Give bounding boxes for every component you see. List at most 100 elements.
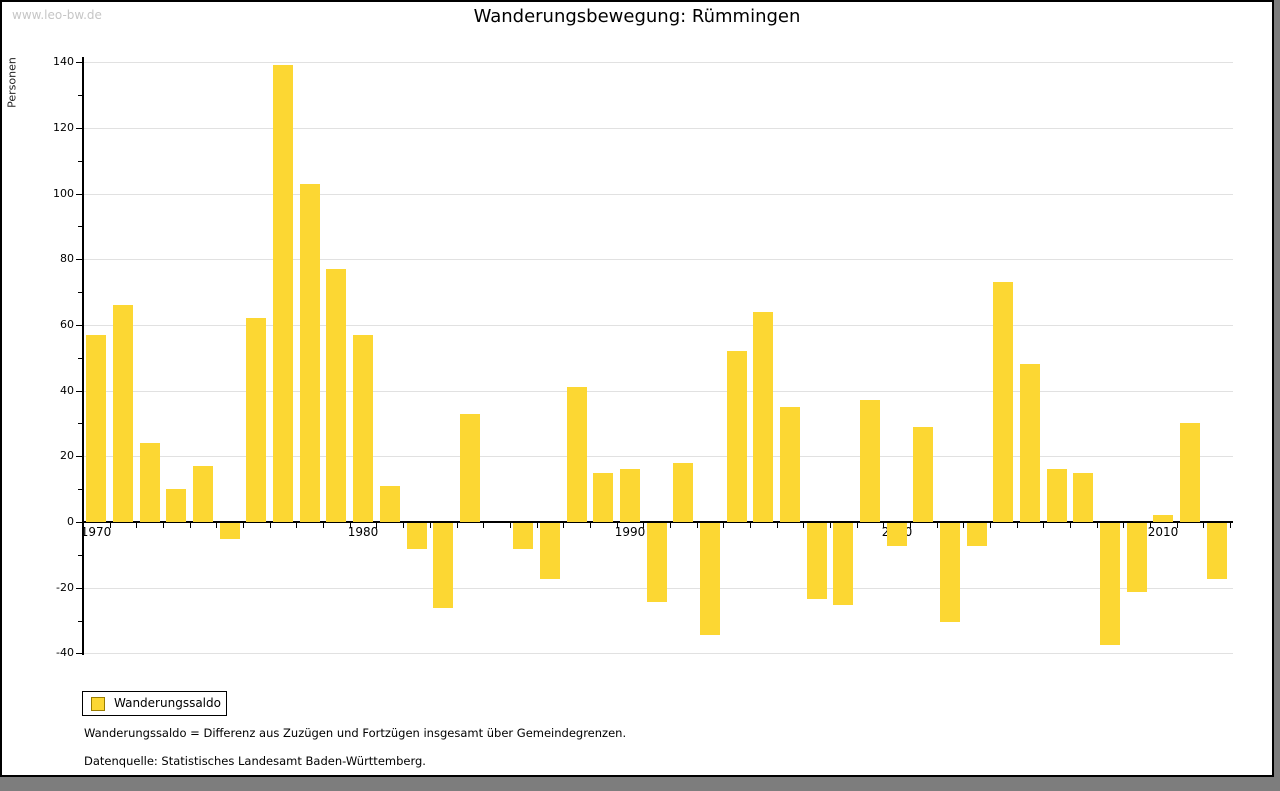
y-tick-label-80: 80 bbox=[60, 252, 74, 265]
x-tick bbox=[350, 522, 351, 528]
y-tick-label-20: 20 bbox=[60, 449, 74, 462]
bar-2006 bbox=[1047, 469, 1067, 522]
bar-1977 bbox=[273, 65, 293, 522]
legend-swatch bbox=[91, 697, 105, 711]
bar-1976 bbox=[246, 318, 266, 522]
y-tick-label-100: 100 bbox=[53, 187, 74, 200]
x-tick bbox=[163, 522, 164, 528]
x-tick bbox=[537, 522, 538, 528]
bar-1973 bbox=[166, 489, 186, 522]
y-tick-label--40: -40 bbox=[56, 646, 74, 659]
x-tick bbox=[483, 522, 484, 528]
gridline-y-60 bbox=[83, 325, 1233, 326]
chart-title: Wanderungsbewegung: Rümmingen bbox=[473, 6, 801, 27]
bar-1987 bbox=[540, 523, 560, 579]
watermark: www.leo-bw.de bbox=[12, 8, 102, 22]
x-tick bbox=[190, 522, 191, 528]
bar-1979 bbox=[326, 269, 346, 522]
x-tick bbox=[590, 522, 591, 528]
bar-1978 bbox=[300, 184, 320, 522]
y-axis-line bbox=[82, 57, 84, 655]
x-tick-label-2010: 2010 bbox=[1147, 525, 1179, 539]
x-tick bbox=[136, 522, 137, 528]
y-minor-tick--30 bbox=[78, 621, 83, 622]
x-tick bbox=[1203, 522, 1204, 528]
bar-2008 bbox=[1100, 523, 1120, 645]
x-tick bbox=[750, 522, 751, 528]
bar-2000 bbox=[887, 523, 907, 546]
x-tick bbox=[643, 522, 644, 528]
y-tick--40 bbox=[76, 653, 83, 654]
x-tick bbox=[1230, 522, 1231, 528]
gridline-y--40 bbox=[83, 653, 1233, 654]
legend-box: Wanderungssaldo bbox=[82, 691, 227, 716]
y-tick-label-40: 40 bbox=[60, 384, 74, 397]
y-minor-tick-50 bbox=[78, 358, 83, 359]
gridline-y-120 bbox=[83, 128, 1233, 129]
x-tick-label-1980: 1980 bbox=[347, 525, 379, 539]
bar-1997 bbox=[807, 523, 827, 599]
y-tick--20 bbox=[76, 588, 83, 589]
x-tick bbox=[803, 522, 804, 528]
bar-2007 bbox=[1073, 473, 1093, 522]
x-tick bbox=[216, 522, 217, 528]
bar-2004 bbox=[993, 282, 1013, 522]
x-tick bbox=[1070, 522, 1071, 528]
bar-2011 bbox=[1180, 423, 1200, 522]
x-tick bbox=[83, 522, 84, 528]
y-tick-120 bbox=[76, 128, 83, 129]
gridline-y-40 bbox=[83, 391, 1233, 392]
x-tick bbox=[937, 522, 938, 528]
y-minor-tick-30 bbox=[78, 423, 83, 424]
bar-1999 bbox=[860, 400, 880, 522]
y-tick-20 bbox=[76, 456, 83, 457]
chart-page: www.leo-bw.de Wanderungsbewegung: Rümmin… bbox=[0, 0, 1274, 777]
x-tick bbox=[243, 522, 244, 528]
bar-1993 bbox=[700, 523, 720, 635]
y-minor-tick-90 bbox=[78, 226, 83, 227]
x-tick bbox=[323, 522, 324, 528]
y-tick-40 bbox=[76, 391, 83, 392]
x-tick bbox=[110, 522, 111, 528]
x-tick bbox=[777, 522, 778, 528]
legend-label: Wanderungssaldo bbox=[114, 696, 221, 710]
y-minor-tick-130 bbox=[78, 95, 83, 96]
y-minor-tick-10 bbox=[78, 489, 83, 490]
chart-plot-area: 140120100806040200-20-401970198019902000… bbox=[2, 2, 1272, 775]
y-tick-80 bbox=[76, 259, 83, 260]
x-tick bbox=[1043, 522, 1044, 528]
x-tick bbox=[1123, 522, 1124, 528]
bar-1983 bbox=[433, 523, 453, 608]
bar-1991 bbox=[647, 523, 667, 602]
bar-2005 bbox=[1020, 364, 1040, 522]
y-minor-tick--10 bbox=[78, 555, 83, 556]
bar-1975 bbox=[220, 523, 240, 539]
bar-1988 bbox=[567, 387, 587, 522]
bar-1995 bbox=[753, 312, 773, 522]
x-tick-label-1970: 1970 bbox=[80, 525, 112, 539]
y-tick-0 bbox=[76, 522, 83, 523]
y-tick-label-120: 120 bbox=[53, 121, 74, 134]
gridline-y-100 bbox=[83, 194, 1233, 195]
x-tick bbox=[457, 522, 458, 528]
x-tick bbox=[857, 522, 858, 528]
y-tick-label-140: 140 bbox=[53, 55, 74, 68]
x-tick bbox=[1150, 522, 1151, 528]
gridline-y-80 bbox=[83, 259, 1233, 260]
bar-1974 bbox=[193, 466, 213, 522]
bar-2002 bbox=[940, 523, 960, 622]
bar-1996 bbox=[780, 407, 800, 522]
bar-2001 bbox=[913, 427, 933, 522]
y-tick-140 bbox=[76, 62, 83, 63]
footnote-source: Datenquelle: Statistisches Landesamt Bad… bbox=[84, 754, 426, 768]
x-axis-zero-line bbox=[82, 521, 1233, 523]
x-tick bbox=[963, 522, 964, 528]
bar-1972 bbox=[140, 443, 160, 522]
x-tick bbox=[723, 522, 724, 528]
bar-1994 bbox=[727, 351, 747, 522]
bar-1990 bbox=[620, 469, 640, 522]
x-tick bbox=[1017, 522, 1018, 528]
bar-1989 bbox=[593, 473, 613, 522]
gridline-y-20 bbox=[83, 456, 1233, 457]
x-tick bbox=[883, 522, 884, 528]
